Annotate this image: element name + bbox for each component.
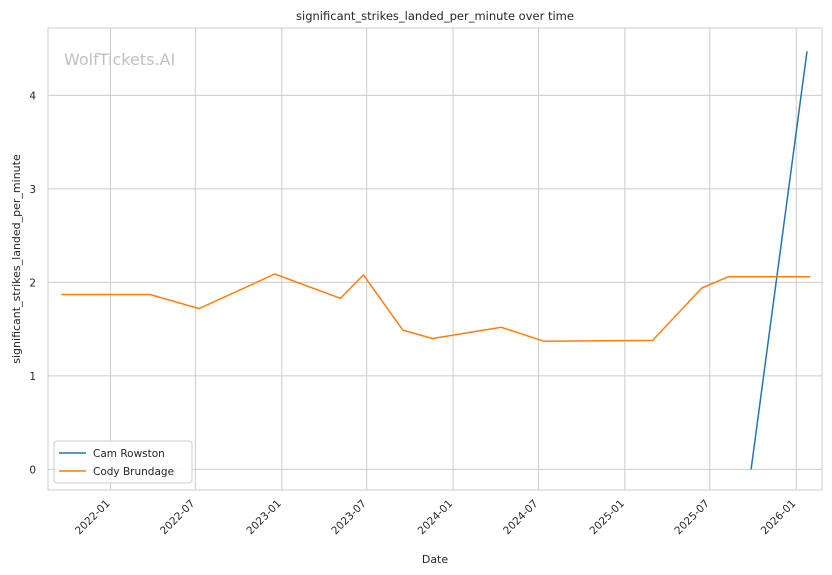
series-line-cody-brundage bbox=[61, 273, 811, 343]
x-tick-label: 2025-01 bbox=[587, 498, 627, 538]
x-tick-label: 2022-01 bbox=[73, 498, 113, 538]
legend-label-cody-brundage: Cody Brundage bbox=[93, 466, 174, 478]
x-tick-label: 2024-01 bbox=[416, 498, 456, 538]
x-axis-label: Date bbox=[422, 553, 449, 566]
y-axis-ticks: 0 1 2 3 4 bbox=[29, 90, 36, 476]
x-tick-label: 2022-07 bbox=[158, 498, 198, 538]
x-axis-ticks: 2022-01 2022-07 2023-01 2023-07 2024-01 2024-… bbox=[73, 498, 798, 538]
chart-title: significant_strikes_landed_per_minute ov… bbox=[296, 9, 574, 23]
y-tick-label: 4 bbox=[29, 90, 36, 102]
watermark: WolfTickets.AI bbox=[64, 50, 175, 69]
grid bbox=[48, 28, 822, 490]
x-tick-label: 2023-01 bbox=[244, 498, 284, 538]
y-axis-label: significant_strikes_landed_per_minute bbox=[10, 154, 23, 364]
y-tick-label: 2 bbox=[29, 277, 36, 289]
y-tick-label: 1 bbox=[29, 371, 36, 383]
series-group bbox=[61, 51, 811, 470]
legend: Cam Rowston Cody Brundage bbox=[53, 440, 193, 484]
plot-area bbox=[47, 27, 823, 491]
x-tick-label: 2023-07 bbox=[329, 498, 369, 538]
y-tick-label: 0 bbox=[29, 464, 36, 476]
legend-label-cam-rowston: Cam Rowston bbox=[93, 448, 165, 460]
x-tick-label: 2024-07 bbox=[501, 498, 541, 538]
legend-box bbox=[53, 440, 193, 484]
series-line-cam-rowston bbox=[750, 51, 808, 470]
x-tick-label: 2025-07 bbox=[672, 498, 712, 538]
x-tick-label: 2026-01 bbox=[759, 498, 799, 538]
y-tick-label: 3 bbox=[29, 184, 36, 196]
